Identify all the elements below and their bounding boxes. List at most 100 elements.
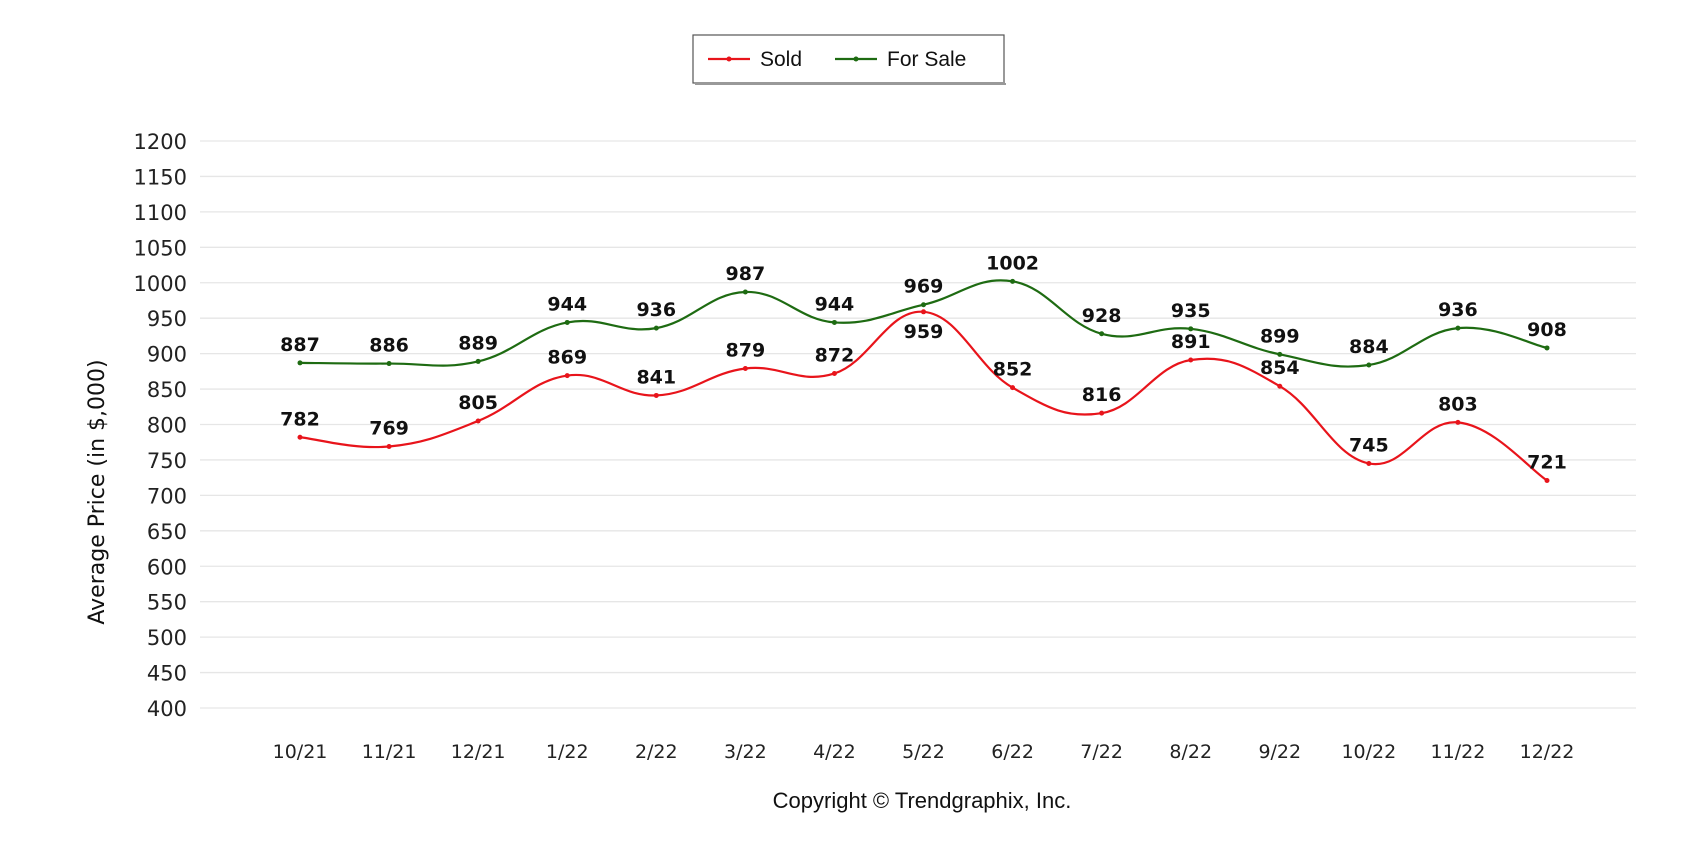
data-label: 969 (904, 276, 944, 298)
data-point (297, 360, 303, 366)
data-label: 886 (369, 335, 409, 357)
x-tick-label: 9/22 (1258, 741, 1301, 763)
x-tick-label: 7/22 (1080, 741, 1123, 763)
data-label: 987 (726, 263, 766, 285)
legend-items: Sold For Sale (708, 48, 966, 71)
data-point (1455, 325, 1461, 331)
y-tick-label: 500 (147, 626, 187, 650)
data-label: 869 (547, 347, 587, 369)
y-tick-label: 1050 (134, 236, 187, 260)
y-tick-label: 950 (147, 307, 187, 331)
y-tick-label: 800 (147, 414, 187, 438)
data-point (1277, 383, 1283, 389)
data-point (742, 289, 748, 295)
y-tick-label: 1200 (134, 130, 187, 154)
data-label: 745 (1349, 434, 1389, 456)
y-tick-label: 900 (147, 343, 187, 367)
data-point (475, 358, 481, 364)
x-tick-label: 8/22 (1169, 741, 1212, 763)
data-point (1366, 460, 1372, 466)
data-point (297, 434, 303, 440)
data-point (564, 373, 570, 379)
data-point (1188, 326, 1194, 332)
data-point (1010, 385, 1016, 391)
legend-marker (726, 56, 732, 62)
y-axis-title: Average Price (in $,000) (85, 359, 110, 624)
data-label: 889 (458, 332, 498, 354)
legend-label: For Sale (887, 48, 966, 71)
data-label: 854 (1260, 357, 1300, 379)
copyright-footer: Copyright © Trendgraphix, Inc. (773, 788, 1072, 813)
data-point (653, 325, 659, 331)
data-point (653, 392, 659, 398)
data-label: 928 (1082, 305, 1122, 327)
data-label: 959 (904, 321, 944, 343)
data-point (1366, 362, 1372, 368)
data-point (1188, 357, 1194, 363)
data-labels: 782 769 805 869 841 879 872 959 852 816 891 854 745 8… (280, 252, 1567, 473)
x-tick-label: 4/22 (813, 741, 856, 763)
gridlines (200, 140, 1636, 709)
y-tick-label: 450 (147, 662, 187, 686)
data-label: 721 (1527, 451, 1567, 473)
y-tick-label: 550 (147, 591, 187, 615)
y-tick-label: 600 (147, 555, 187, 579)
x-tick-label: 2/22 (635, 741, 678, 763)
data-label: 1002 (986, 252, 1039, 274)
data-label: 852 (993, 359, 1033, 381)
x-tick-label: 11/22 (1431, 741, 1486, 763)
series-line-sold (299, 310, 1548, 482)
data-label: 803 (1438, 393, 1478, 415)
data-point (921, 309, 926, 315)
y-axis-ticks: 1200 1150 1100 1050 1000 950 900 850 800 750 700 65… (134, 130, 187, 721)
x-tick-label: 11/21 (362, 741, 417, 763)
y-tick-label: 1000 (134, 272, 187, 296)
data-label: 887 (280, 334, 320, 356)
data-label: 891 (1171, 331, 1211, 353)
data-point (742, 366, 748, 372)
data-label: 936 (1438, 299, 1478, 321)
data-point (1277, 351, 1283, 357)
data-label: 935 (1171, 300, 1211, 322)
data-label: 782 (280, 408, 320, 430)
data-point (1544, 477, 1550, 483)
data-point (831, 370, 837, 376)
data-label: 841 (636, 366, 676, 388)
data-point (1099, 331, 1105, 337)
data-label: 899 (1260, 325, 1300, 347)
y-tick-label: 1150 (134, 165, 187, 189)
legend: Sold For Sale (692, 34, 1006, 85)
y-tick-label: 650 (147, 520, 187, 544)
data-label: 884 (1349, 336, 1389, 358)
data-label: 879 (726, 340, 766, 362)
data-label: 944 (547, 293, 587, 315)
y-tick-label: 850 (147, 378, 187, 402)
data-label: 769 (369, 417, 409, 439)
series-lines (297, 278, 1550, 483)
data-point (1099, 410, 1105, 416)
legend-marker (853, 56, 859, 62)
x-tick-label: 10/22 (1341, 741, 1396, 763)
data-label: 908 (1527, 319, 1567, 341)
data-label: 936 (636, 299, 676, 321)
y-tick-label: 1100 (134, 201, 187, 225)
data-point (1010, 278, 1016, 284)
data-point (564, 319, 570, 325)
x-tick-label: 12/22 (1520, 741, 1575, 763)
x-tick-label: 3/22 (724, 741, 767, 763)
y-tick-label: 700 (147, 484, 187, 508)
x-axis-ticks: 10/21 11/21 12/21 1/22 2/22 3/22 4/22 5/22 6/22 7… (273, 741, 1575, 763)
x-tick-label: 10/21 (273, 741, 328, 763)
legend-label: Sold (760, 48, 802, 71)
data-point (921, 302, 926, 308)
x-tick-label: 6/22 (991, 741, 1034, 763)
data-point (475, 418, 481, 424)
data-point (386, 443, 392, 449)
data-label: 805 (458, 392, 498, 414)
data-point (1544, 345, 1550, 351)
y-tick-label: 400 (147, 697, 187, 721)
x-tick-label: 12/21 (451, 741, 506, 763)
data-label: 872 (815, 344, 855, 366)
data-point (1455, 419, 1461, 425)
